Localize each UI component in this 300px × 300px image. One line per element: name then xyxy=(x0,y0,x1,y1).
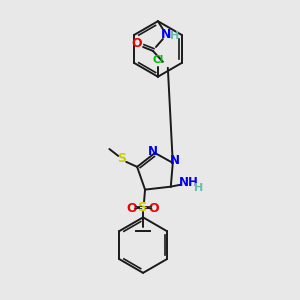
Text: N: N xyxy=(148,146,158,158)
Text: O: O xyxy=(127,202,137,215)
Text: =: = xyxy=(143,203,153,213)
Text: H: H xyxy=(170,31,179,41)
Text: Cl: Cl xyxy=(152,55,164,65)
Text: S: S xyxy=(138,201,148,214)
Text: O: O xyxy=(149,202,159,215)
Text: H: H xyxy=(194,183,203,193)
Text: S: S xyxy=(117,152,126,165)
Text: NH: NH xyxy=(179,176,199,189)
Text: O: O xyxy=(132,38,142,50)
Text: =: = xyxy=(134,203,143,213)
Text: N: N xyxy=(161,28,171,40)
Text: N: N xyxy=(170,154,180,167)
